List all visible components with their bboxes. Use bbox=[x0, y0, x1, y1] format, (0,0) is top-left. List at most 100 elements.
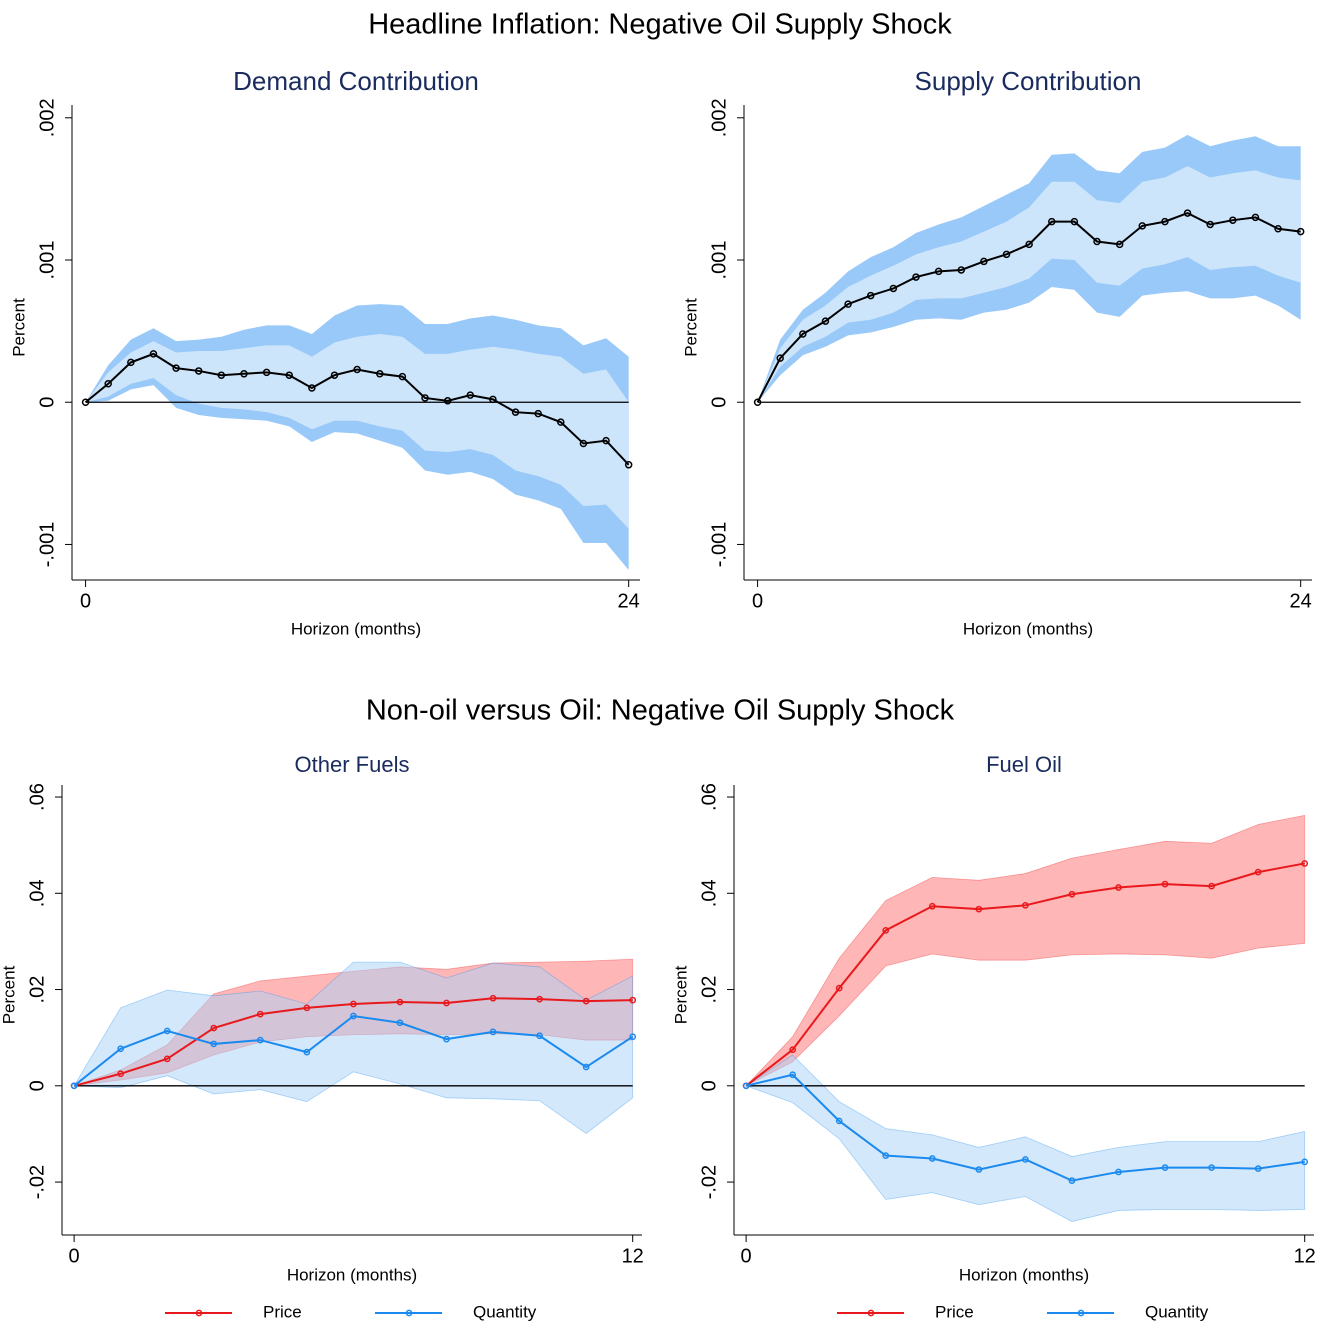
point-marker bbox=[350, 1012, 357, 1020]
point-marker bbox=[912, 273, 920, 281]
y-tick-label: .002 bbox=[36, 98, 58, 137]
point-marker bbox=[1301, 860, 1309, 867]
point-marker bbox=[210, 1024, 218, 1032]
point-marker bbox=[975, 1166, 983, 1173]
point-marker bbox=[1274, 224, 1282, 233]
y-tick-label: -.02 bbox=[26, 1165, 48, 1199]
x-axis-label: Horizon (months) bbox=[963, 619, 1093, 638]
point-marker bbox=[210, 1040, 218, 1048]
x-tick-label: 24 bbox=[618, 590, 640, 612]
y-tick-label: .001 bbox=[36, 241, 58, 280]
legend-marker bbox=[1077, 1309, 1085, 1317]
legend-marker bbox=[195, 1309, 203, 1317]
point-marker bbox=[1002, 250, 1011, 259]
y-tick-label: -.001 bbox=[708, 522, 730, 568]
point-marker bbox=[104, 379, 112, 388]
point-marker bbox=[117, 1045, 125, 1053]
point-marker bbox=[172, 364, 180, 372]
y-tick-label: 0 bbox=[36, 397, 58, 408]
y-axis-label: Percent bbox=[681, 298, 700, 357]
point-marker bbox=[934, 267, 943, 276]
point-marker bbox=[149, 350, 158, 358]
y-tick-label: .04 bbox=[698, 879, 720, 907]
point-marker bbox=[443, 1035, 450, 1043]
point-marker bbox=[1183, 209, 1192, 217]
point-marker bbox=[1068, 890, 1076, 898]
figure-heading: Non-oil versus Oil: Negative Oil Supply … bbox=[366, 695, 955, 727]
x-tick-label: 0 bbox=[752, 590, 763, 612]
point-marker bbox=[1115, 1168, 1122, 1176]
point-marker bbox=[443, 397, 452, 405]
point-marker bbox=[835, 984, 843, 992]
point-marker bbox=[1229, 216, 1237, 224]
point-marker bbox=[308, 384, 316, 392]
point-marker bbox=[1138, 222, 1147, 230]
point-marker bbox=[629, 1033, 637, 1041]
y-tick-label: .06 bbox=[698, 783, 720, 811]
point-marker bbox=[127, 358, 135, 367]
point-marker bbox=[353, 365, 361, 374]
point-marker bbox=[240, 370, 248, 378]
point-marker bbox=[303, 1048, 311, 1056]
point-marker bbox=[489, 1028, 497, 1036]
confidence-band bbox=[85, 333, 629, 529]
series-line bbox=[73, 997, 633, 1087]
point-marker bbox=[398, 372, 407, 381]
legend-label: Price bbox=[935, 1302, 974, 1321]
point-marker bbox=[582, 1063, 590, 1071]
point-marker bbox=[396, 1019, 404, 1027]
x-axis-label: Horizon (months) bbox=[959, 1265, 1089, 1284]
point-marker bbox=[303, 1004, 311, 1012]
point-marker bbox=[1115, 240, 1124, 249]
point-marker bbox=[70, 1082, 78, 1090]
point-marker bbox=[1251, 213, 1260, 222]
chart-title: Fuel Oil bbox=[986, 752, 1062, 777]
point-marker bbox=[421, 394, 429, 402]
point-marker bbox=[163, 1027, 171, 1035]
point-marker bbox=[1093, 237, 1101, 246]
point-marker bbox=[511, 408, 520, 416]
point-marker bbox=[844, 300, 852, 308]
point-marker bbox=[579, 439, 588, 448]
point-marker bbox=[957, 266, 965, 274]
point-marker bbox=[1022, 1156, 1029, 1163]
point-marker bbox=[1068, 1177, 1076, 1184]
point-marker bbox=[799, 330, 807, 338]
point-marker bbox=[629, 996, 637, 1004]
y-tick-label: .02 bbox=[698, 976, 720, 1004]
legend-label: Price bbox=[263, 1302, 302, 1321]
y-tick-label: -.02 bbox=[698, 1165, 720, 1199]
point-marker bbox=[928, 902, 936, 910]
point-marker bbox=[534, 409, 542, 418]
series-line bbox=[745, 1073, 1305, 1182]
figure-heading: Headline Inflation: Negative Oil Supply … bbox=[368, 9, 952, 41]
point-marker bbox=[350, 1000, 357, 1008]
chart-title: Other Fuels bbox=[295, 752, 410, 777]
point-marker bbox=[821, 317, 830, 325]
point-marker bbox=[753, 398, 762, 406]
y-axis-label: Percent bbox=[9, 298, 28, 357]
point-marker bbox=[1048, 217, 1056, 226]
point-marker bbox=[536, 995, 543, 1003]
point-marker bbox=[1070, 217, 1079, 226]
x-axis-label: Horizon (months) bbox=[287, 1265, 417, 1284]
y-tick-label: .02 bbox=[26, 976, 48, 1004]
series-line bbox=[73, 1014, 634, 1087]
point-marker bbox=[582, 997, 590, 1005]
point-marker bbox=[443, 999, 450, 1007]
x-tick-label: 0 bbox=[80, 590, 91, 612]
chart-title: Supply Contribution bbox=[915, 66, 1142, 96]
point-marker bbox=[742, 1082, 750, 1090]
point-marker bbox=[882, 1152, 890, 1159]
y-tick-label: 0 bbox=[26, 1080, 48, 1091]
point-marker bbox=[557, 418, 565, 426]
point-marker bbox=[928, 1155, 936, 1162]
y-tick-label: .04 bbox=[26, 879, 48, 907]
point-marker bbox=[1208, 882, 1215, 890]
point-marker bbox=[396, 998, 404, 1006]
point-marker bbox=[602, 436, 610, 445]
legend-marker bbox=[405, 1309, 413, 1317]
x-tick-label: 0 bbox=[69, 1245, 80, 1267]
